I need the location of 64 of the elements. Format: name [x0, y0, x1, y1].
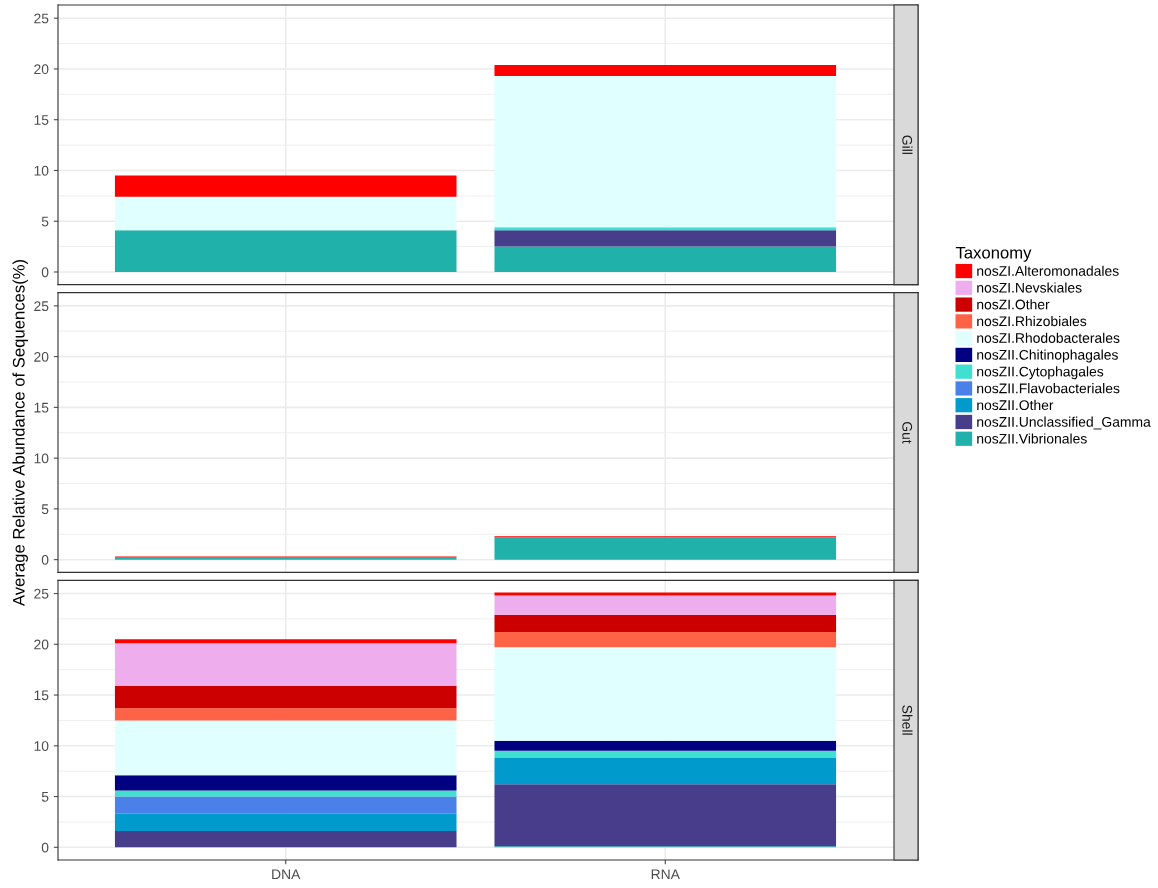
bar: [494, 246, 837, 272]
bar: [494, 750, 837, 758]
y-tick-label: 0: [41, 267, 49, 278]
bar: [114, 796, 457, 814]
y-tick-label: 25: [34, 301, 49, 312]
y-tick-label: 15: [34, 402, 49, 413]
bar: [114, 813, 457, 832]
bar: [494, 595, 837, 615]
x-tick-label: RNA: [651, 869, 680, 880]
text: Gut: [902, 422, 913, 444]
bar: [114, 708, 457, 721]
y-tick-label: 25: [34, 588, 49, 599]
y-tick-label: 0: [41, 554, 49, 565]
legend-label: nosZII.Chitinophagales: [977, 349, 1118, 363]
y-tick-label: 15: [34, 115, 49, 125]
bar: [114, 685, 457, 709]
text: Shell: [902, 705, 913, 735]
y-axis-title: Average Relative Abundance of Sequences(%): [12, 259, 28, 607]
y-tick-label: 5: [41, 216, 49, 227]
legend-label: nosZII.Vibrionales: [977, 433, 1087, 444]
y-tick-label: 5: [41, 504, 49, 515]
bar: [494, 227, 837, 231]
legend-label: nosZII.Cytophagales: [977, 366, 1104, 380]
y-tick-label: 10: [34, 165, 49, 176]
text: Gill: [902, 135, 913, 154]
bar: [114, 790, 457, 797]
bar: [494, 76, 837, 228]
legend-label: nosZII.Unclassified_Gamma: [977, 416, 1151, 430]
legend-label: nosZI.Rhodobacterales: [977, 332, 1120, 343]
bar: [494, 64, 837, 77]
bar: [114, 643, 457, 686]
legend-label: nosZI.Alteromonadales: [977, 265, 1119, 276]
legend-label: nosZII.Other: [977, 399, 1054, 411]
y-tick-label: 20: [34, 351, 49, 362]
legend-label: nosZII.Flavobacteriales: [977, 383, 1120, 394]
y-tick-label: 20: [34, 639, 49, 650]
bar: [114, 639, 457, 644]
bar: [494, 647, 837, 741]
bar: [494, 784, 837, 847]
y-tick-label: 25: [34, 13, 49, 24]
bar: [114, 175, 457, 197]
bar: [114, 775, 457, 791]
y-tick-label: 0: [41, 842, 49, 853]
bar: [494, 632, 837, 648]
y-tick-label: 10: [34, 741, 49, 751]
y-tick-label: 20: [34, 64, 49, 75]
bar: [114, 196, 457, 231]
bar: [494, 537, 837, 560]
legend-label: nosZI.Nevskiales: [977, 282, 1082, 293]
bar: [114, 720, 457, 776]
legend-title: Taxonomy: [955, 246, 1032, 262]
legend-label: nosZI.Other: [977, 299, 1050, 310]
y-tick-label: 15: [34, 690, 49, 701]
bar: [494, 614, 837, 633]
bar: [494, 740, 837, 751]
bar: [114, 831, 457, 848]
bar: [494, 757, 837, 785]
legend-label: nosZI.Rhizobiales: [977, 315, 1087, 327]
x-tick-label: DNA: [272, 869, 301, 880]
y-tick-label: 10: [34, 453, 49, 464]
y-tick-label: 5: [41, 792, 49, 802]
bar: [114, 230, 457, 272]
bar: [494, 230, 837, 247]
bar: [494, 592, 837, 596]
